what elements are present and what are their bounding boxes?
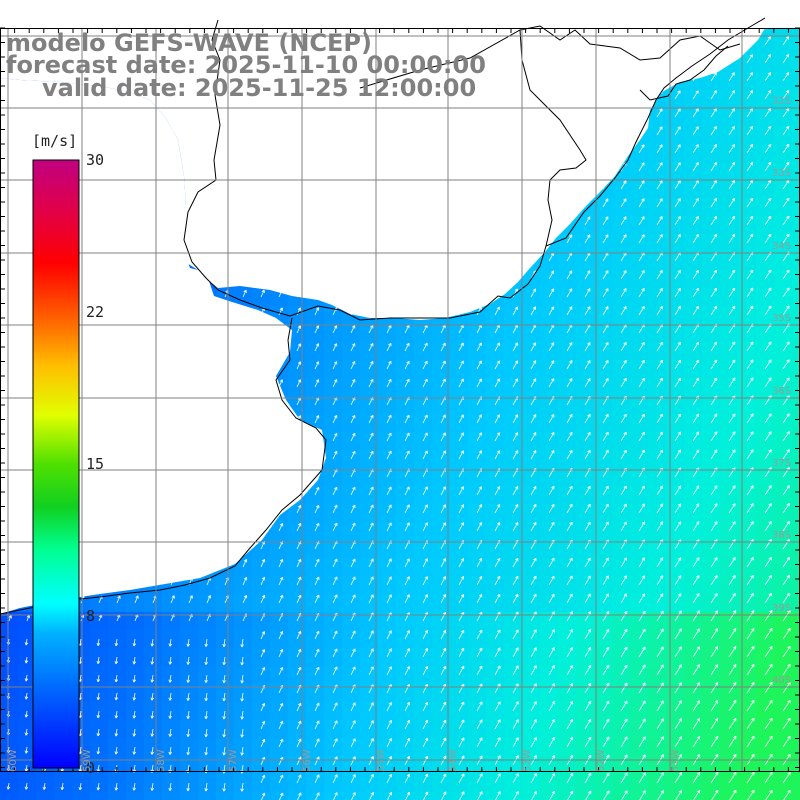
ocean-cell xyxy=(792,540,800,558)
ocean-cell xyxy=(792,270,800,288)
ocean-cell xyxy=(522,792,540,800)
ocean-cell xyxy=(648,792,666,800)
ocean-cell xyxy=(792,684,800,702)
wind-arrow-head xyxy=(785,36,789,39)
ocean-cell xyxy=(0,792,18,800)
ocean-cell xyxy=(414,792,432,800)
ocean-cell xyxy=(342,792,360,800)
ocean-cell xyxy=(468,792,486,800)
ocean-cell xyxy=(540,792,558,800)
ocean-cell xyxy=(738,792,756,800)
ocean-cell xyxy=(702,792,720,800)
ocean-cell xyxy=(684,792,702,800)
ocean-cell xyxy=(792,486,800,504)
ocean-cell xyxy=(792,666,800,684)
ocean-cell xyxy=(198,792,216,800)
ocean-cell xyxy=(792,180,800,198)
ocean-cell xyxy=(792,576,800,594)
ocean-cell xyxy=(792,162,800,180)
ocean-cell xyxy=(756,792,774,800)
ocean-cell xyxy=(126,792,144,800)
ocean-cell xyxy=(504,792,522,800)
ocean-cell xyxy=(54,792,72,800)
ocean-cell xyxy=(792,72,800,90)
ocean-cell xyxy=(792,36,800,54)
ocean-cell xyxy=(792,792,800,800)
ocean-cell xyxy=(792,558,800,576)
ocean-cell xyxy=(396,792,414,800)
ocean-cell xyxy=(792,612,800,630)
ocean-cell xyxy=(594,792,612,800)
wind-arrow-head xyxy=(767,36,771,39)
ocean-cell xyxy=(72,792,90,800)
ocean-cell xyxy=(792,144,800,162)
ocean-cell xyxy=(792,522,800,540)
ocean-cell xyxy=(792,54,800,72)
ocean-cell xyxy=(792,450,800,468)
ocean-cell xyxy=(792,306,800,324)
ocean-cell xyxy=(36,792,54,800)
ocean-cell xyxy=(792,630,800,648)
ocean-cell xyxy=(90,792,108,800)
ocean-cell xyxy=(792,738,800,756)
ocean-cell xyxy=(792,234,800,252)
ocean-cell xyxy=(324,792,342,800)
ocean-cell xyxy=(108,792,126,800)
ocean-cell xyxy=(306,792,324,800)
ocean-cell xyxy=(792,774,800,792)
ocean-cell xyxy=(378,792,396,800)
ocean-cell xyxy=(792,702,800,720)
ocean-cell xyxy=(792,504,800,522)
wind-arrow xyxy=(782,36,790,46)
ocean-cell xyxy=(774,792,792,800)
ocean-cell xyxy=(792,414,800,432)
ocean-cell xyxy=(792,216,800,234)
ocean-cell xyxy=(558,792,576,800)
ocean-cell xyxy=(486,792,504,800)
ocean-cell xyxy=(216,792,234,800)
ocean-cell xyxy=(612,792,630,800)
ocean-cell xyxy=(792,378,800,396)
ocean-cell xyxy=(792,252,800,270)
ocean-cell xyxy=(792,432,800,450)
wind-arrow xyxy=(764,36,771,46)
ocean-cell xyxy=(792,360,800,378)
ocean-cell xyxy=(18,792,36,800)
ocean-cell xyxy=(252,792,270,800)
ocean-cell xyxy=(360,792,378,800)
ocean-cell xyxy=(162,792,180,800)
ocean-cell xyxy=(180,792,198,800)
ocean-cell xyxy=(792,756,800,774)
ocean-cell xyxy=(234,792,252,800)
ocean-cell xyxy=(288,792,306,800)
ocean-cell xyxy=(720,792,738,800)
ocean-cell xyxy=(792,108,800,126)
ocean-cell xyxy=(792,198,800,216)
ocean-cell xyxy=(792,342,800,360)
ocean-cell xyxy=(792,594,800,612)
ocean-cell xyxy=(792,720,800,738)
ocean-cell xyxy=(144,792,162,800)
ocean-cell xyxy=(792,126,800,144)
ocean-cell xyxy=(630,792,648,800)
ocean-cell xyxy=(432,792,450,800)
ocean-cell xyxy=(792,288,800,306)
ocean-cell xyxy=(576,792,594,800)
ocean-cell xyxy=(450,792,468,800)
ocean-cell xyxy=(270,792,288,800)
ocean-cell xyxy=(792,90,800,108)
ocean-cell xyxy=(792,648,800,666)
ocean-cell xyxy=(666,792,684,800)
